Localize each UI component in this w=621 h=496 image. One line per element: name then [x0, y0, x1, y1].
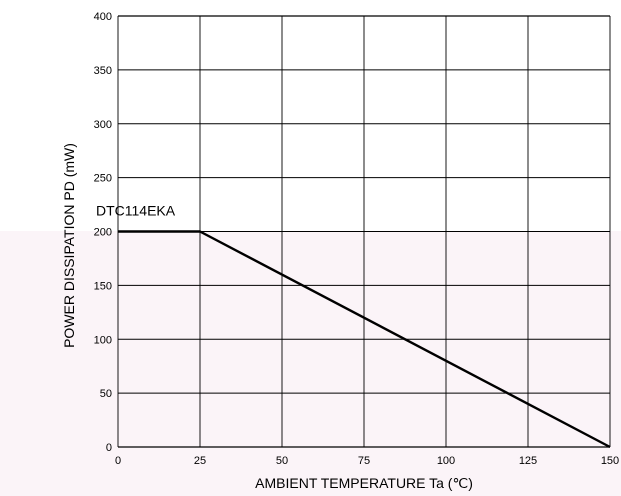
y-tick-label-400: 400 — [94, 11, 112, 23]
x-tick-label-150: 150 — [601, 455, 619, 467]
lower-panel-background — [0, 231, 621, 496]
y-tick-label-100: 100 — [94, 334, 112, 346]
y-tick-label-50: 50 — [100, 388, 112, 400]
y-tick-label-300: 300 — [94, 119, 112, 131]
series-line-0 — [118, 230, 611, 449]
y-axis-title: POWER DISSIPATION PD (mW) — [61, 143, 77, 348]
y-tick-label-150: 150 — [94, 280, 112, 292]
x-tick-label-125: 125 — [519, 455, 537, 467]
x-tick-label-75: 75 — [358, 455, 370, 467]
x-axis-title: AMBIENT TEMPERATURE Ta (℃) — [255, 475, 473, 491]
series-layer — [118, 230, 611, 449]
y-tick-label-250: 250 — [94, 173, 112, 185]
y-tick-label-350: 350 — [94, 65, 112, 77]
y-tick-label-0: 0 — [106, 442, 112, 454]
x-tick-label-25: 25 — [194, 455, 206, 467]
series-annotation-label: DTC114EKA — [96, 202, 176, 218]
x-tick-label-100: 100 — [437, 455, 455, 467]
x-tick-label-0: 0 — [115, 455, 121, 467]
x-tick-label-50: 50 — [276, 455, 288, 467]
tick-labels: 0 50 100 150 200 250 300 350 400 0 25 50 75 100 125 150 — [94, 11, 620, 467]
y-tick-label-200: 200 — [94, 227, 112, 239]
